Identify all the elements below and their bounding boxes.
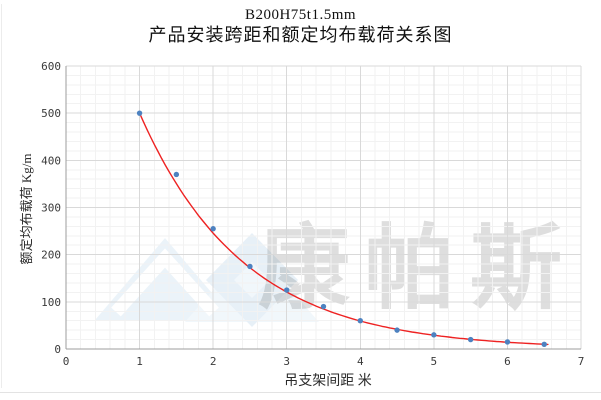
chart-title-subtitle: 产品安装跨距和额定均布载荷关系图	[148, 25, 453, 45]
trendline-layer	[138, 112, 549, 346]
double-mountain-diamond-logo	[95, 233, 319, 327]
y-tick-label: 400	[41, 154, 61, 167]
data-point-marker	[247, 263, 253, 270]
chart-title-block: B200H75t1.5mm 产品安装跨距和额定均布载荷关系图	[0, 6, 601, 45]
data-point-marker	[210, 226, 216, 232]
trendline-curve	[138, 112, 549, 346]
x-tick-label: 2	[210, 355, 217, 368]
x-tick-label: 1	[136, 355, 143, 368]
x-tick-label: 6	[504, 355, 511, 368]
x-tick-label: 0	[63, 355, 70, 368]
y-tick-label: 0	[54, 343, 61, 356]
axis-lines	[65, 66, 581, 350]
x-tick-label: 4	[357, 355, 364, 368]
chart-title-model: B200H75t1.5mm	[244, 7, 357, 23]
data-point-marker	[431, 332, 437, 338]
frame-bottom-border	[0, 392, 601, 393]
y-axis-title: 额定均布载荷 Kg/m	[19, 153, 34, 265]
data-points	[136, 110, 547, 347]
x-tick-label: 3	[283, 355, 290, 368]
data-point-marker	[394, 327, 400, 333]
data-point-marker	[504, 339, 511, 345]
data-point-marker	[467, 336, 474, 343]
data-point-marker	[173, 171, 180, 178]
watermark-layer: 康帕斯	[95, 218, 576, 327]
y-tick-label: 500	[41, 107, 61, 120]
x-tick-label: 5	[431, 355, 438, 368]
x-tick-label: 7	[578, 355, 585, 368]
y-tick-label: 100	[41, 296, 61, 309]
data-point-marker	[357, 318, 363, 324]
watermark-text: 康帕斯	[258, 218, 576, 320]
x-tick-labels: 0 1 2 3 4 5 6 7	[63, 355, 585, 368]
y-tick-label: 200	[41, 249, 61, 262]
data-point-marker	[136, 110, 143, 116]
data-point-marker	[320, 303, 327, 310]
y-tick-labels: 0 100 200 300 400 500 600	[41, 60, 61, 356]
data-point-marker	[541, 341, 547, 347]
y-tick-label: 600	[41, 60, 61, 73]
frame-left-border	[1, 4, 2, 388]
data-point-marker	[284, 287, 290, 293]
x-axis-title: 吊支架间距 米	[284, 374, 372, 389]
y-tick-label: 300	[41, 202, 61, 215]
